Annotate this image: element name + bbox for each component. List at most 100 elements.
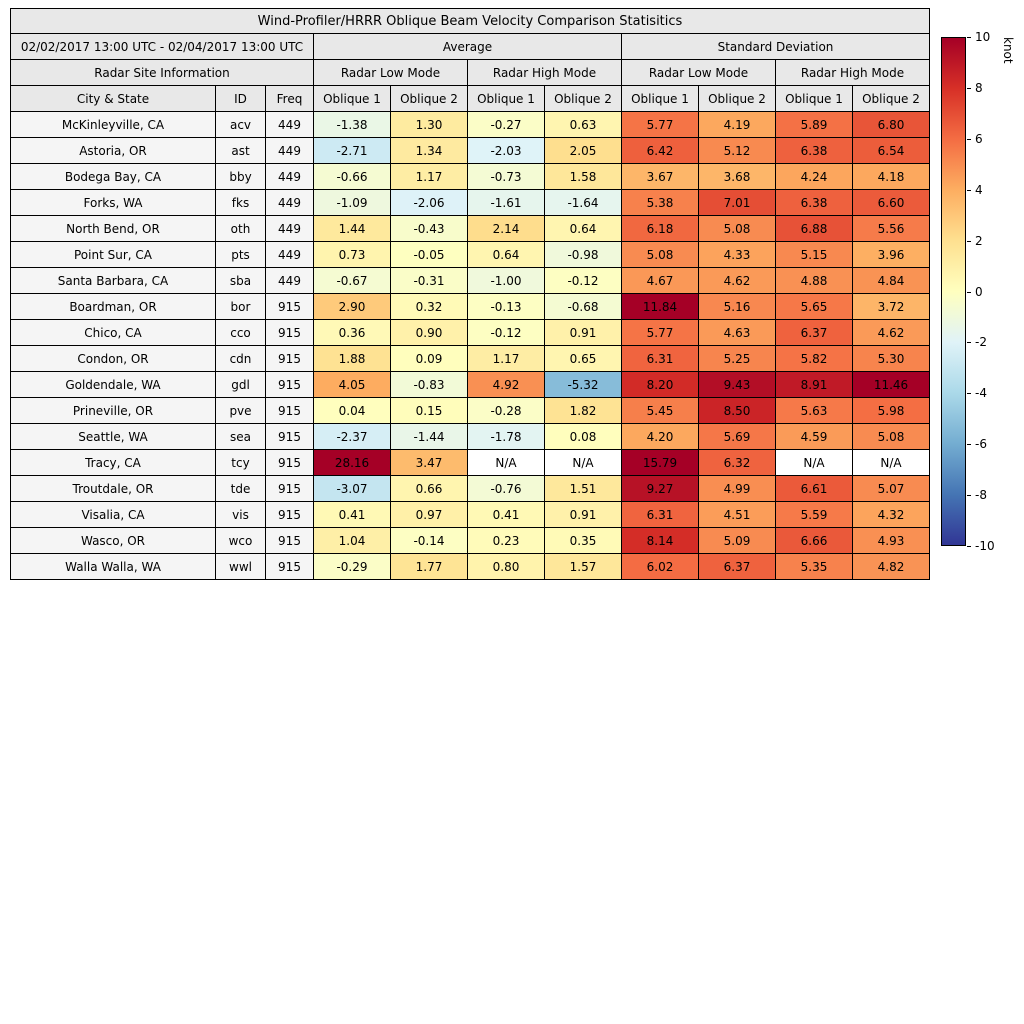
oblique2-column-header: Oblique 2 (544, 85, 622, 112)
table-row: Condon, OR cdn 915 1.88 0.09 1.17 0.65 6.31 5.25… (10, 345, 930, 372)
value-cell: 6.60 (852, 189, 930, 216)
city-cell: Visalia, CA (10, 501, 216, 528)
value-cell: 0.91 (544, 501, 622, 528)
value-cell: 11.84 (621, 293, 699, 320)
table-body: McKinleyville, CA acv 449 -1.38 1.30 -0.27 0.6… (10, 111, 930, 580)
value-cell: 0.36 (313, 319, 391, 346)
value-cell: 5.08 (852, 423, 930, 450)
freq-cell: 915 (265, 345, 314, 372)
value-cell: -0.13 (467, 293, 545, 320)
value-cell: 6.31 (621, 345, 699, 372)
colorbar-tick-label: 2 (975, 233, 983, 248)
value-cell: 4.62 (698, 267, 776, 294)
city-cell: Point Sur, CA (10, 241, 216, 268)
value-cell: -0.76 (467, 475, 545, 502)
value-cell: 1.17 (390, 163, 468, 190)
freq-column-header: Freq (265, 85, 314, 112)
value-cell: 3.72 (852, 293, 930, 320)
value-cell: -0.05 (390, 241, 468, 268)
value-cell: 4.05 (313, 371, 391, 398)
city-cell: Walla Walla, WA (10, 553, 216, 580)
value-cell: 5.08 (698, 215, 776, 242)
freq-cell: 915 (265, 319, 314, 346)
value-cell: -0.98 (544, 241, 622, 268)
site-id-cell: cdn (215, 345, 266, 372)
value-cell: 5.09 (698, 527, 776, 554)
value-cell: 0.08 (544, 423, 622, 450)
value-cell: 2.90 (313, 293, 391, 320)
value-cell: 0.80 (467, 553, 545, 580)
value-cell: 5.30 (852, 345, 930, 372)
value-cell: 0.32 (390, 293, 468, 320)
table-row: Goldendale, WA gdl 915 4.05 -0.83 4.92 -5.32 8.… (10, 371, 930, 398)
table-row: Santa Barbara, CA sba 449 -0.67 -0.31 -1.00 -0… (10, 267, 930, 294)
colorbar-tick-label: 0 (975, 284, 983, 299)
mode-header-row: Radar Site Information Radar Low Mode Ra… (10, 59, 930, 86)
value-cell: -2.71 (313, 137, 391, 164)
value-cell: -0.43 (390, 215, 468, 242)
value-cell: -0.29 (313, 553, 391, 580)
site-id-cell: oth (215, 215, 266, 242)
table-row: Bodega Bay, CA bby 449 -0.66 1.17 -0.73 1.58 3.… (10, 163, 930, 190)
value-cell: N/A (544, 449, 622, 476)
freq-cell: 915 (265, 475, 314, 502)
site-id-cell: sba (215, 267, 266, 294)
value-cell: 8.20 (621, 371, 699, 398)
city-cell: Astoria, OR (10, 137, 216, 164)
value-cell: 6.37 (775, 319, 853, 346)
value-cell: 0.64 (544, 215, 622, 242)
colorbar-tick-mark (967, 342, 971, 344)
value-cell: 1.30 (390, 111, 468, 138)
colorbar-tick-label: 4 (975, 182, 983, 197)
value-cell: 0.23 (467, 527, 545, 554)
value-cell: N/A (852, 449, 930, 476)
value-cell: 5.59 (775, 501, 853, 528)
value-cell: 6.38 (775, 137, 853, 164)
column-header-row: City & State ID Freq Oblique 1 Oblique 2… (10, 85, 930, 112)
value-cell: 1.77 (390, 553, 468, 580)
value-cell: 0.97 (390, 501, 468, 528)
table-row: Chico, CA cco 915 0.36 0.90 -0.12 0.91 5.77 4.63… (10, 319, 930, 346)
value-cell: 9.27 (621, 475, 699, 502)
site-id-cell: pts (215, 241, 266, 268)
value-cell: 1.44 (313, 215, 391, 242)
table-row: Prineville, OR pve 915 0.04 0.15 -0.28 1.82 5.4… (10, 397, 930, 424)
value-cell: -5.32 (544, 371, 622, 398)
avg-low-mode-header: Radar Low Mode (313, 59, 468, 86)
value-cell: 5.15 (775, 241, 853, 268)
colorbar-tick-label: 6 (975, 131, 983, 146)
site-id-cell: bby (215, 163, 266, 190)
city-cell: Forks, WA (10, 189, 216, 216)
value-cell: 8.50 (698, 397, 776, 424)
oblique1-column-header: Oblique 1 (621, 85, 699, 112)
site-id-cell: sea (215, 423, 266, 450)
table-row: Astoria, OR ast 449 -2.71 1.34 -2.03 2.05 6.42 5… (10, 137, 930, 164)
value-cell: 1.51 (544, 475, 622, 502)
colorbar-tick-mark (967, 393, 971, 395)
site-id-cell: wwl (215, 553, 266, 580)
value-cell: -0.83 (390, 371, 468, 398)
value-cell: 5.25 (698, 345, 776, 372)
value-cell: 0.09 (390, 345, 468, 372)
value-cell: 0.41 (313, 501, 391, 528)
freq-cell: 915 (265, 423, 314, 450)
oblique2-column-header: Oblique 2 (852, 85, 930, 112)
value-cell: -1.09 (313, 189, 391, 216)
freq-cell: 915 (265, 449, 314, 476)
colorbar-tick-label: 10 (975, 30, 991, 44)
table-row: Seattle, WA sea 915 -2.37 -1.44 -1.78 0.08 4.20… (10, 423, 930, 450)
value-cell: 0.90 (390, 319, 468, 346)
value-cell: 4.33 (698, 241, 776, 268)
colorbar-unit-label: knot (1001, 37, 1015, 64)
std-group-header: Standard Deviation (621, 33, 930, 60)
oblique2-column-header: Oblique 2 (390, 85, 468, 112)
value-cell: 2.14 (467, 215, 545, 242)
value-cell: 4.19 (698, 111, 776, 138)
table-row: Boardman, OR bor 915 2.90 0.32 -0.13 -0.68 11.8… (10, 293, 930, 320)
oblique1-column-header: Oblique 1 (313, 85, 391, 112)
value-cell: 4.82 (852, 553, 930, 580)
value-cell: -0.66 (313, 163, 391, 190)
value-cell: 15.79 (621, 449, 699, 476)
avg-high-mode-header: Radar High Mode (467, 59, 622, 86)
value-cell: -1.61 (467, 189, 545, 216)
